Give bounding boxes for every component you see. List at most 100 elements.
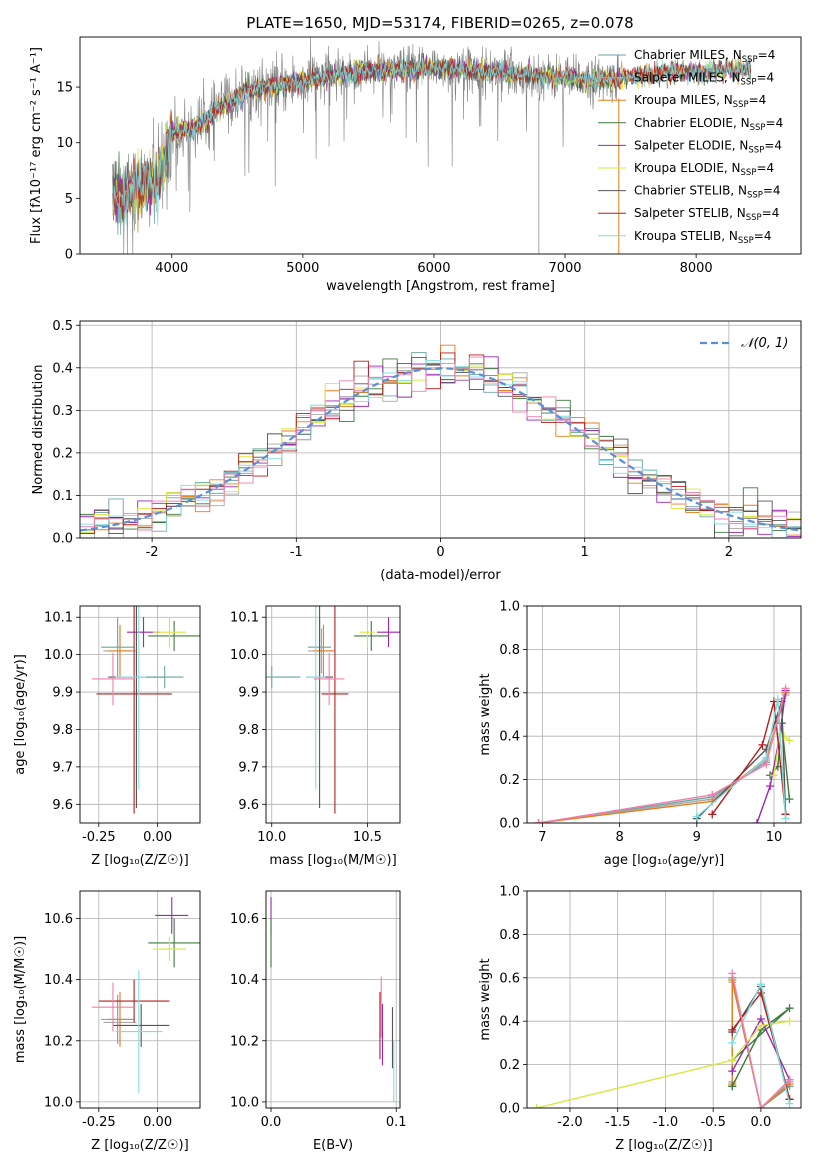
residuals-plot <box>80 344 801 538</box>
spectrum-frame <box>79 36 802 255</box>
y-tick-label: 10.0 <box>230 1095 259 1110</box>
weight-marker <box>758 740 767 749</box>
weight-marker <box>753 819 762 823</box>
weight-marker <box>785 1099 794 1108</box>
mass_EBV-xlabel: E(B-V) <box>313 1138 353 1153</box>
age_Z-xlabel: Z [log₁₀(Z/Z☉)] <box>91 853 188 868</box>
legend-entry: Chabrier ELODIE, NSSP=4 <box>634 116 783 133</box>
errorbar-point <box>148 620 200 651</box>
errorbar-point <box>266 665 301 689</box>
mass_EBV-frame <box>265 890 401 1109</box>
weight-marker <box>708 790 717 799</box>
x-tick-label: 0.1 <box>386 1115 407 1130</box>
y-tick-label: 10.1 <box>44 611 73 626</box>
histogram-pink <box>80 356 801 531</box>
weight-marker <box>785 1075 794 1084</box>
errorbar-point <box>108 991 132 1047</box>
x-tick-label: 5000 <box>286 261 319 276</box>
y-tick-label: 9.6 <box>238 798 259 813</box>
weight-line-salpeter-stelib <box>711 701 787 815</box>
mass_Z-plot <box>91 897 200 1093</box>
y-tick-label: 10.0 <box>230 648 259 663</box>
y-tick-label: 1.0 <box>499 600 520 615</box>
errorbar-point <box>115 970 163 1093</box>
y-tick-label: 0.3 <box>52 404 73 419</box>
x-tick-label: -0.25 <box>82 1115 116 1130</box>
errorbar-point <box>313 624 333 678</box>
legend-entry: Kroupa ELODIE, NSSP=4 <box>634 161 774 178</box>
errorbar-point <box>377 617 400 648</box>
mass_weight_age-plot <box>534 684 794 823</box>
x-tick-label: 8000 <box>680 261 713 276</box>
y-tick-label: 0.4 <box>499 730 520 745</box>
x-tick-label: -1 <box>290 545 303 560</box>
legend-entry: Kroupa STELIB, NSSP=4 <box>634 229 772 246</box>
weight-line-kroupa-stelib <box>696 699 787 819</box>
weight-marker <box>766 782 775 791</box>
weight-marker <box>692 812 701 821</box>
spectrum-legend: Chabrier MILES, NSSP=4 Salpeter MILES, NS… <box>598 48 783 246</box>
spectrum-model-kroupa-stelib <box>112 55 752 226</box>
weight-marker <box>756 1021 765 1030</box>
spectrum-plot <box>112 37 752 254</box>
x-tick-label: 10 <box>766 830 783 845</box>
x-tick-label: -1.0 <box>653 1115 678 1130</box>
y-tick-label: 10.6 <box>44 912 73 927</box>
errorbar-point <box>313 652 345 706</box>
y-tick-label: 0.4 <box>52 361 73 376</box>
x-tick-label: -2.0 <box>557 1115 582 1130</box>
mass_Z-xlabel: Z [log₁₀(Z/Z☉)] <box>91 1138 188 1153</box>
y-tick-label: 0.8 <box>499 928 520 943</box>
x-tick-label: -1.5 <box>605 1115 630 1130</box>
weight-marker <box>781 814 790 823</box>
age_Z-axes: -0.25 0.00 9.6 9.7 9.8 9.9 10.0 10.1 <box>44 606 200 845</box>
spectrum-model-chabrier-stelib <box>112 57 752 220</box>
x-tick-label: 9 <box>693 830 701 845</box>
errorbar-point <box>148 918 200 968</box>
y-tick-label: 0.1 <box>52 489 73 504</box>
residuals-frame <box>79 320 802 539</box>
weight-line-pink <box>731 973 791 1108</box>
y-tick-label: 0.6 <box>499 971 520 986</box>
mass_weight_age-xlabel: age [log₁₀(age/yr)] <box>604 853 725 868</box>
x-tick-label: 1 <box>581 545 589 560</box>
weight-marker <box>785 736 794 745</box>
x-tick-label: 7000 <box>548 261 581 276</box>
weight-marker <box>762 745 771 754</box>
legend-entry: Salpeter ELODIE, NSSP=4 <box>634 138 782 155</box>
y-tick-label: 9.9 <box>52 686 73 701</box>
x-tick-label: 7 <box>538 830 546 845</box>
errorbar-point <box>112 1004 170 1047</box>
weight-line-pink <box>538 688 787 823</box>
weight-marker <box>756 1104 765 1108</box>
y-tick-label: 15 <box>56 81 73 96</box>
y-tick-label: 10.0 <box>44 648 73 663</box>
errorbar-point <box>306 606 326 790</box>
legend-entry: Chabrier MILES, NSSP=4 <box>634 48 775 65</box>
errorbar-point <box>354 620 389 651</box>
figure-title: PLATE=1650, MJD=53174, FIBERID=0265, z=0… <box>246 14 633 32</box>
weight-line-salpeter-elodie <box>756 690 787 823</box>
age_mass-frame <box>265 605 401 824</box>
y-tick-label: 0.0 <box>52 532 73 547</box>
weight-marker <box>785 1017 794 1026</box>
x-tick-label: -0.5 <box>700 1115 725 1130</box>
y-tick-label: 0.0 <box>499 817 520 832</box>
x-tick-label: -0.25 <box>82 830 116 845</box>
y-tick-label: 0.6 <box>499 686 520 701</box>
y-tick-label: 0.8 <box>499 643 520 658</box>
mass_Z-ylabel: mass [log₁₀(M/M☉)] <box>13 936 28 1063</box>
y-tick-label: 0.2 <box>499 1058 520 1073</box>
normal-curve <box>80 367 801 532</box>
weight-marker <box>773 695 782 704</box>
x-tick-label: 8 <box>615 830 623 845</box>
x-tick-label: 4000 <box>155 261 188 276</box>
legend-entry: Salpeter STELIB, NSSP=4 <box>634 206 779 223</box>
y-tick-label: 1.0 <box>499 885 520 900</box>
residuals-axes: -2 -1 0 1 2 0.0 0.1 0.2 0.3 0.4 0.5 <box>52 319 801 560</box>
age_Z-frame <box>79 605 201 824</box>
x-tick-label: -2 <box>146 545 159 560</box>
spectrum-xlabel: wavelength [Angstrom, rest frame] <box>326 279 555 294</box>
y-tick-label: 9.7 <box>52 760 73 775</box>
legend-entry: Chabrier STELIB, NSSP=4 <box>634 184 781 201</box>
